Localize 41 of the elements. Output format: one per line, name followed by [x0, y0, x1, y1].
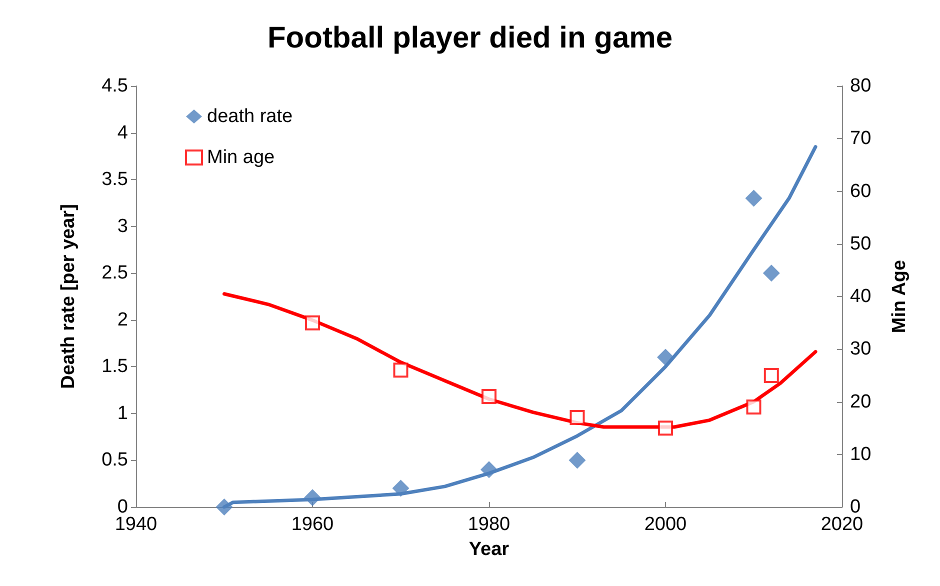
y2-tick-label: 80 — [850, 76, 872, 96]
y-tick-label: 0.5 — [102, 450, 128, 471]
point — [658, 420, 673, 436]
y-tick-label: 4.5 — [102, 76, 128, 96]
y2-tick-label: 70 — [850, 128, 872, 150]
y-tick-label: 3 — [117, 216, 128, 237]
point — [762, 264, 780, 282]
point — [480, 461, 498, 478]
x-tick-label: 2000 — [644, 514, 687, 535]
point — [393, 362, 408, 378]
y-axis-title: Death rate [per year] — [58, 204, 79, 389]
point — [305, 315, 320, 330]
point — [482, 388, 496, 404]
x-axis-title: Year — [468, 539, 510, 560]
y-tick-label: 2.5 — [102, 262, 128, 284]
point — [216, 498, 233, 516]
y-tick-label: 2 — [117, 309, 128, 330]
legend-label: Min age — [207, 147, 275, 168]
point — [392, 480, 410, 497]
y-tick-label: 1.5 — [102, 356, 128, 378]
x-tick-label: 1960 — [291, 514, 334, 535]
y-tick-label: 1 — [117, 402, 128, 424]
point — [657, 348, 674, 366]
y2-tick-label: 40 — [850, 286, 872, 307]
point — [745, 190, 762, 207]
y2-tick-label: 20 — [850, 391, 872, 412]
y-tick-label: 4 — [117, 122, 128, 144]
point — [746, 400, 762, 415]
y2-tick-label: 60 — [850, 180, 872, 202]
y2-tick-label: 10 — [850, 444, 872, 465]
chart-title: Football player died in game — [267, 22, 673, 54]
point — [764, 368, 779, 383]
point — [304, 489, 321, 506]
y2-axis-title: Min Age — [889, 260, 910, 334]
point — [568, 452, 586, 469]
y2-tick-label: 30 — [850, 338, 872, 360]
y-tick-label: 3.5 — [102, 169, 128, 190]
legend-label: death rate — [207, 106, 293, 127]
point — [570, 410, 585, 426]
y2-tick-label: 50 — [850, 233, 872, 254]
x-tick-label: 1980 — [468, 514, 510, 535]
